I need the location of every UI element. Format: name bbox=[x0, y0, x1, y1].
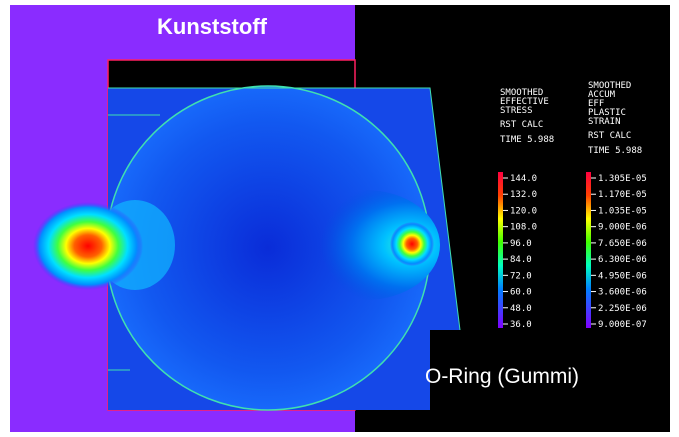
oring-label: O-Ring (Gummi) bbox=[425, 365, 579, 388]
legend-calc: RST CALC bbox=[588, 131, 631, 141]
legend-value: 1.305E-05 bbox=[598, 174, 647, 184]
page: {"labels": {"material": "Kunststoff", "o… bbox=[0, 0, 679, 437]
legend-value: 6.300E-06 bbox=[598, 255, 647, 265]
legend-value: 2.250E-06 bbox=[598, 304, 647, 314]
legend-value: 108.0 bbox=[510, 223, 537, 233]
legend-value: 120.0 bbox=[510, 206, 537, 216]
legend-value: 36.0 bbox=[510, 320, 532, 330]
legend-value: 4.950E-06 bbox=[598, 271, 647, 281]
fea-screenshot: Kunststoff O-Ring (Gummi) SMOOTHEDEFFECT… bbox=[0, 0, 679, 437]
legend-time: TIME 5.988 bbox=[588, 146, 642, 156]
material-label: Kunststoff bbox=[157, 14, 268, 39]
legend-value: 1.170E-05 bbox=[598, 190, 647, 200]
legend-value: 7.650E-06 bbox=[598, 239, 647, 249]
legend-title: STRESS bbox=[500, 106, 533, 116]
legend-value: 84.0 bbox=[510, 255, 532, 265]
legend-value: 60.0 bbox=[510, 288, 532, 298]
legend-value: 132.0 bbox=[510, 190, 537, 200]
legend-value: 9.000E-06 bbox=[598, 223, 647, 233]
hotspot bbox=[33, 202, 143, 290]
legend-title: STRAIN bbox=[588, 117, 621, 127]
legend-value: 3.600E-06 bbox=[598, 288, 647, 298]
legend-value: 144.0 bbox=[510, 174, 537, 184]
legend-value: 48.0 bbox=[510, 304, 532, 314]
color-bar bbox=[586, 172, 591, 328]
legend-value: 9.000E-07 bbox=[598, 320, 647, 330]
color-bar bbox=[498, 172, 503, 328]
legend-value: 1.035E-05 bbox=[598, 206, 647, 216]
legend-calc: RST CALC bbox=[500, 120, 543, 130]
legend-value: 96.0 bbox=[510, 239, 532, 249]
legend-value: 72.0 bbox=[510, 271, 532, 281]
hotspot bbox=[390, 222, 434, 266]
legend-time: TIME 5.988 bbox=[500, 135, 554, 145]
